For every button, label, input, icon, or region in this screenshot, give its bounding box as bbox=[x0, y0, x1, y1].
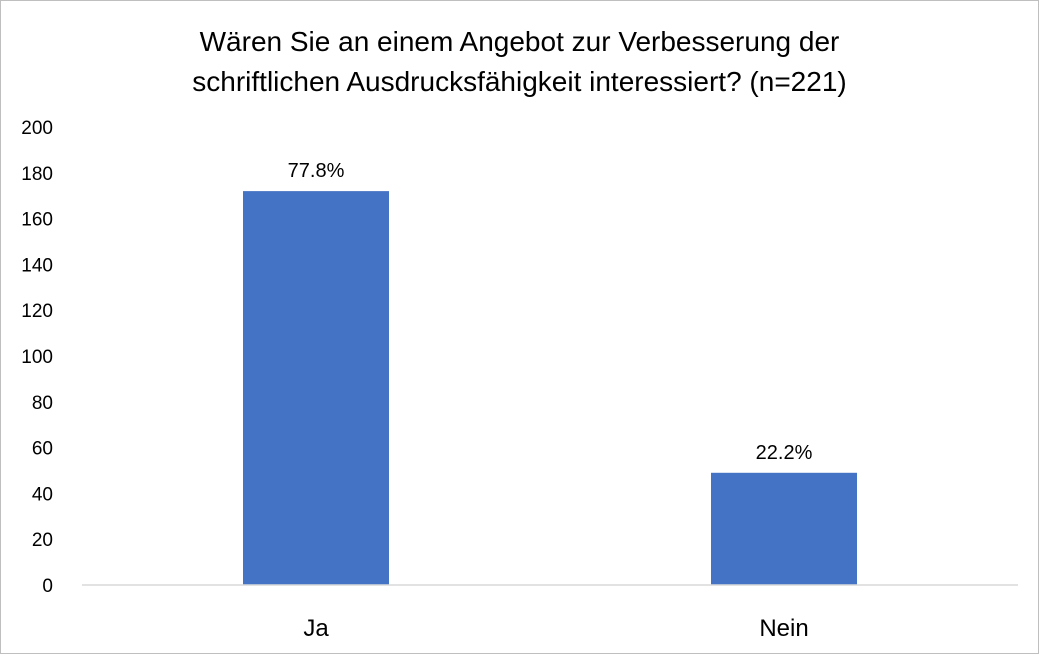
y-tick-label: 180 bbox=[21, 164, 53, 185]
y-axis: 0 20 40 60 80 100 120 140 160 180 200 bbox=[21, 118, 53, 597]
chart-title: Wären Sie an einem Angebot zur Verbesser… bbox=[0, 22, 1039, 102]
y-tick-label: 140 bbox=[21, 255, 53, 276]
x-category-ja: Ja bbox=[303, 615, 329, 642]
chart-title-line-2: schriftlichen Ausdrucksfähigkeit interes… bbox=[192, 66, 847, 97]
y-tick-label: 0 bbox=[42, 576, 53, 597]
y-tick-label: 80 bbox=[32, 393, 53, 414]
y-tick-label: 40 bbox=[32, 484, 53, 505]
y-tick-label: 100 bbox=[21, 347, 53, 368]
y-tick-label: 160 bbox=[21, 210, 53, 231]
x-category-nein: Nein bbox=[759, 615, 808, 642]
data-labels: 77.8% 22.2% bbox=[288, 160, 813, 464]
bars bbox=[243, 191, 857, 585]
data-label-nein: 22.2% bbox=[756, 442, 813, 464]
y-tick-label: 120 bbox=[21, 301, 53, 322]
x-axis-categories: Ja Nein bbox=[303, 615, 808, 642]
data-label-ja: 77.8% bbox=[288, 160, 345, 182]
chart-title-line-1: Wären Sie an einem Angebot zur Verbesser… bbox=[199, 26, 840, 57]
bar-nein bbox=[711, 472, 857, 585]
y-tick-label: 60 bbox=[32, 439, 53, 460]
y-tick-label: 200 bbox=[21, 118, 53, 139]
bar-ja bbox=[243, 191, 389, 585]
y-tick-label: 20 bbox=[32, 530, 53, 551]
